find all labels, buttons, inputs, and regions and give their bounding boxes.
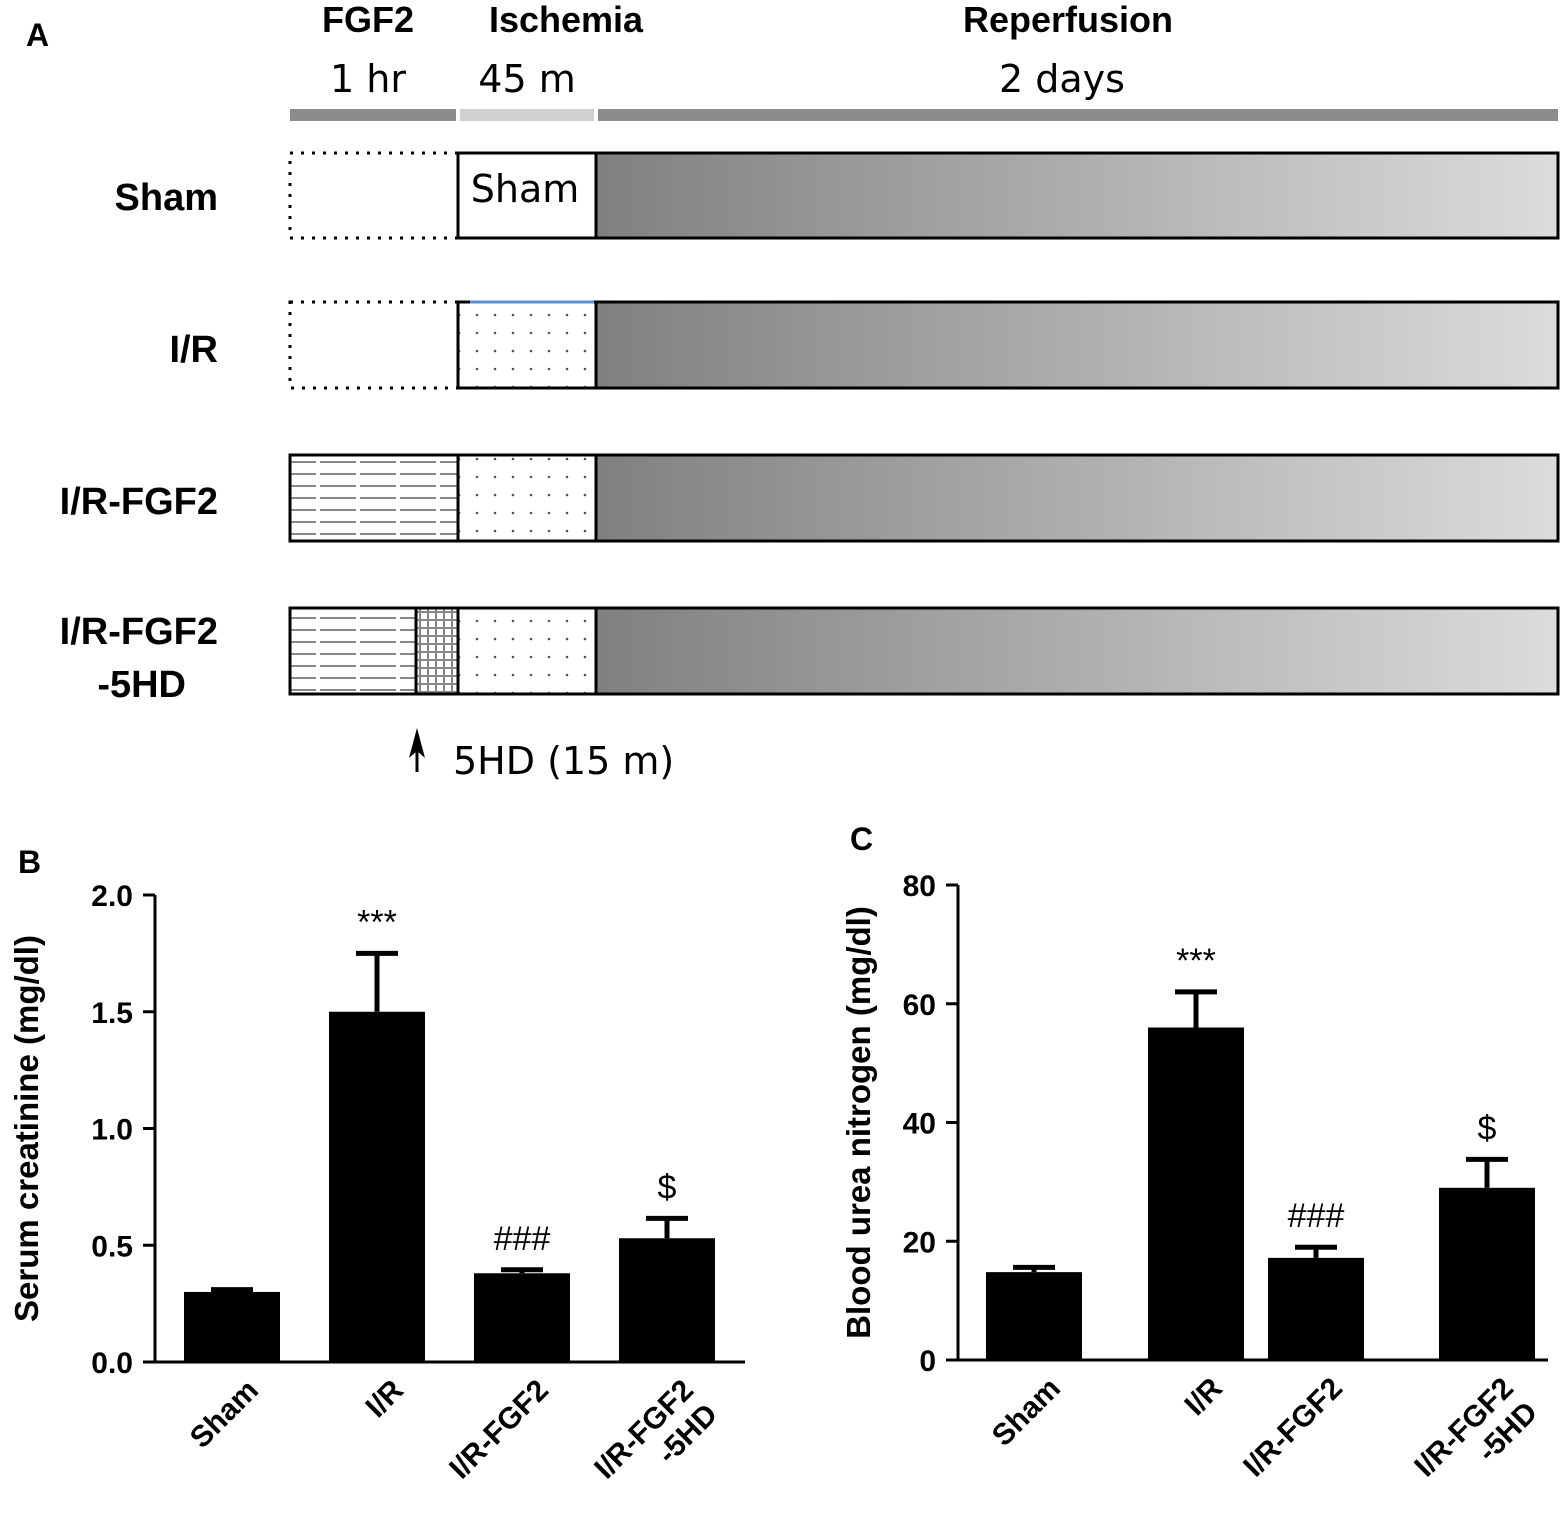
annotation-5hd: 5HD (15 m) — [409, 728, 674, 783]
bar — [986, 1272, 1082, 1360]
significance-label: *** — [357, 903, 397, 941]
ischemia-sham-box — [456, 151, 598, 240]
group-label-ir-fgf2-5hd-line2: -5HD — [97, 664, 186, 706]
protocol-row-ir: I/R — [169, 300, 1560, 390]
annotation-5hd-text: 5HD (15 m) — [453, 739, 674, 783]
protocol-row-sham: Sham Sham — [115, 151, 1560, 240]
x-tick-label: I/R-FGF2-5HD — [1408, 1372, 1544, 1508]
panel-b-label: B — [18, 844, 41, 880]
bar — [1439, 1187, 1535, 1360]
y-axis-label: Serum creatinine (mg/dl) — [8, 935, 45, 1322]
phase-ischemia-title: Ischemia — [489, 0, 644, 40]
significance-label: $ — [1478, 1109, 1497, 1147]
x-tick-label: I/R — [360, 1373, 411, 1424]
phase-fgf2-title: FGF2 — [322, 0, 414, 40]
y-tick-label: 0.5 — [91, 1230, 133, 1263]
bar — [184, 1291, 280, 1362]
phase-fgf2-bar — [290, 109, 456, 121]
group-label-sham: Sham — [115, 177, 218, 219]
panel-a-protocol: A FGF2 1 hr Ischemia 45 m Reperfusion 2 … — [26, 0, 1560, 783]
y-tick-label: 2.0 — [91, 880, 133, 913]
y-tick-label: 1.0 — [91, 1114, 133, 1147]
x-tick-label: Sham — [986, 1372, 1067, 1453]
phase-ischemia-duration: 45 m — [478, 57, 575, 101]
group-label-ir-fgf2: I/R-FGF2 — [60, 481, 218, 523]
ischemia-dotted-box — [456, 606, 598, 696]
ischemia-dotted-box — [456, 453, 598, 543]
bar — [474, 1273, 570, 1362]
significance-label: $ — [658, 1168, 677, 1206]
significance-label: ### — [1288, 1197, 1345, 1235]
x-tick-label: I/R — [1179, 1371, 1230, 1422]
x-tick-label: I/R-FGF2 — [1237, 1372, 1349, 1484]
phase-fgf2-duration: 1 hr — [330, 57, 406, 101]
phase-reperfusion-title: Reperfusion — [963, 0, 1173, 40]
panel-a-label: A — [26, 17, 49, 53]
x-tick-label-line: I/R-FGF2 — [443, 1374, 555, 1486]
y-tick-label: 1.5 — [91, 997, 133, 1030]
y-tick-label: 80 — [903, 870, 936, 903]
group-label-ir: I/R — [169, 329, 218, 371]
chart-c-plot: 0 20 40 60 80 Blood urea nitrogen (mg/dl) Sham… — [840, 870, 1548, 1508]
panel-c-blood-urea-nitrogen: C 0 20 40 60 80 Blood urea nitrogen (mg/dl) Sh… — [840, 821, 1548, 1508]
arrow-head-icon — [409, 728, 425, 758]
x-tick-label-line: I/R — [360, 1373, 411, 1424]
x-tick-label: I/R-FGF2 — [443, 1374, 555, 1486]
chart-b-plot: 0.0 0.5 1.0 1.5 2.0 Serum creatinine (mg/dl) S… — [8, 880, 745, 1510]
bar — [619, 1238, 715, 1362]
x-tick-label-line: I/R-FGF2 — [1237, 1372, 1349, 1484]
y-tick-label: 40 — [903, 1108, 936, 1141]
bar — [1268, 1257, 1364, 1360]
significance-label: *** — [1176, 942, 1216, 980]
x-tick-label-line: Sham — [986, 1372, 1067, 1453]
x-tick-label: I/R-FGF2-5HD — [588, 1374, 724, 1510]
pretreatment-empty-box — [288, 151, 460, 240]
reperfusion-box — [594, 606, 1560, 696]
y-tick-label: 0.0 — [91, 1347, 133, 1380]
pretreatment-5hd-box — [414, 606, 460, 696]
reperfusion-box — [594, 453, 1560, 543]
y-tick-label: 20 — [903, 1226, 936, 1259]
x-tick-label-line: I/R — [1179, 1371, 1230, 1422]
phase-reperfusion-duration: 2 days — [999, 57, 1125, 101]
panel-c-label: C — [850, 821, 873, 857]
bar — [329, 1011, 425, 1362]
ischemia-sham-text: Sham — [471, 167, 580, 211]
pretreatment-fgf2-box — [288, 606, 418, 696]
y-axis-label: Blood urea nitrogen (mg/dl) — [840, 906, 877, 1339]
y-tick-label: 60 — [903, 989, 936, 1022]
reperfusion-box — [594, 151, 1560, 240]
phase-ischemia-bar — [460, 109, 594, 121]
phase-reperfusion-bar — [598, 109, 1558, 121]
x-tick-label: Sham — [184, 1374, 265, 1455]
protocol-row-ir-fgf2: I/R-FGF2 — [60, 453, 1560, 543]
pretreatment-empty-box — [288, 300, 460, 390]
bar — [1148, 1027, 1244, 1360]
x-tick-label-line: Sham — [184, 1374, 265, 1455]
significance-label: ### — [494, 1220, 551, 1258]
panel-b-serum-creatinine: B 0.0 0.5 1.0 1.5 2.0 Serum creatinine (mg/dl… — [8, 844, 745, 1510]
y-tick-label: 0 — [919, 1345, 936, 1378]
protocol-row-ir-fgf2-5hd: I/R-FGF2 -5HD — [60, 606, 1560, 706]
reperfusion-box — [594, 300, 1560, 390]
ischemia-dotted-box — [456, 300, 598, 390]
group-label-ir-fgf2-5hd-line1: I/R-FGF2 — [60, 611, 218, 653]
pretreatment-fgf2-box — [288, 453, 460, 543]
